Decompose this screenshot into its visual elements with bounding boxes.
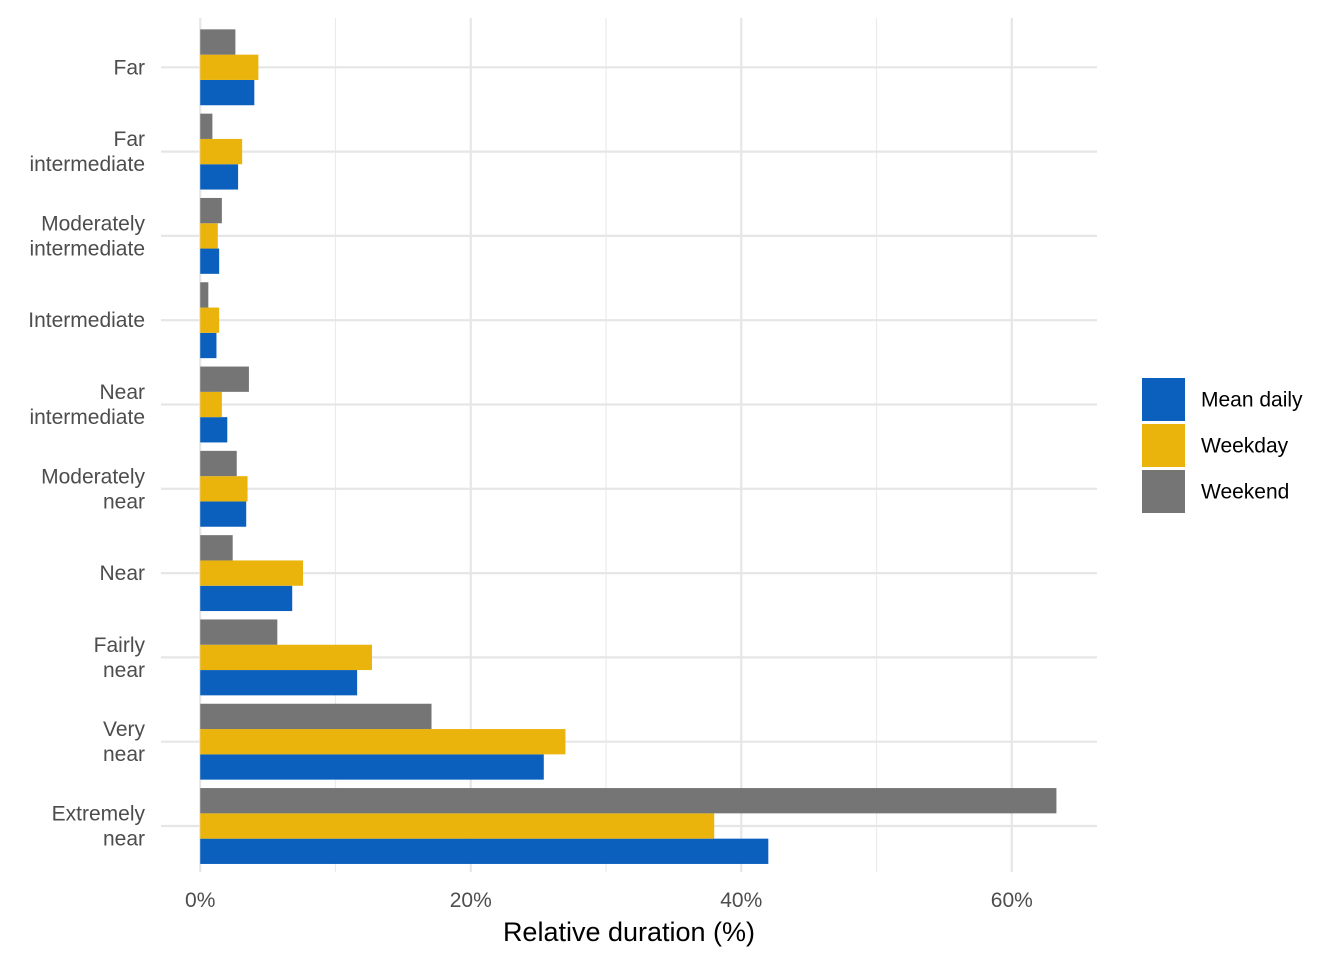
bar-mean-daily <box>200 501 247 527</box>
y-tick-label: Extremely near <box>52 803 146 851</box>
y-tick-label: Moderately near <box>41 465 145 513</box>
bar-weekday <box>200 476 248 502</box>
bar-weekday <box>200 391 222 418</box>
bar-weekend <box>200 113 213 139</box>
bar-weekday <box>200 729 566 755</box>
y-tick-label: Very near <box>103 718 146 766</box>
bar-weekend <box>200 788 1057 814</box>
legend-label-mean-daily: Mean daily <box>1201 389 1303 412</box>
bar-mean-daily <box>200 79 255 106</box>
bar-weekend <box>200 535 233 561</box>
x-tick-label: 60% <box>991 889 1033 912</box>
bar-weekday <box>200 560 304 586</box>
x-axis-title: Relative duration (%) <box>503 917 755 947</box>
y-tick-label: Fairly near <box>94 634 146 682</box>
bar-weekday <box>200 223 218 249</box>
legend-label-weekday: Weekday <box>1201 435 1289 458</box>
y-tick-label: Near <box>99 562 145 585</box>
bar-mean-daily <box>200 585 293 612</box>
legend-swatch-mean-daily <box>1142 378 1185 421</box>
x-tick-label: 20% <box>450 889 492 912</box>
bar-weekend <box>200 450 237 477</box>
bar-weekday <box>200 54 259 80</box>
bars <box>200 29 1057 864</box>
bar-mean-daily <box>200 754 544 780</box>
bar-weekend <box>200 703 432 730</box>
y-tick-label: Intermediate <box>28 309 145 332</box>
legend-swatch-weekday <box>1142 424 1185 467</box>
x-tick-label: 40% <box>720 889 762 912</box>
x-axis-tick-labels: 0% 20% 40% 60% <box>185 889 1033 912</box>
y-axis-tick-labels: Extremely near Very near Fairly near Near Moder… <box>28 56 145 850</box>
bar-weekday <box>200 644 373 671</box>
bar-mean-daily <box>200 248 220 274</box>
legend-label-weekend: Weekend <box>1201 481 1289 504</box>
bar-weekend <box>200 282 209 308</box>
grid-lines <box>161 18 1097 872</box>
legend: Mean daily Weekday Weekend <box>1142 378 1303 513</box>
bar-mean-daily <box>200 670 358 696</box>
y-tick-label: Far intermediate <box>29 128 145 176</box>
y-tick-label: Near intermediate <box>29 381 145 429</box>
y-tick-label: Far <box>114 56 146 79</box>
x-tick-label: 0% <box>185 889 215 912</box>
bar-weekend <box>200 619 278 645</box>
legend-swatch-weekend <box>1142 470 1185 513</box>
bar-weekend <box>200 197 222 224</box>
bar-mean-daily <box>200 417 228 443</box>
bar-mean-daily <box>200 332 217 359</box>
bar-weekday <box>200 813 715 839</box>
bar-weekday <box>200 138 243 165</box>
bar-mean-daily <box>200 164 239 190</box>
bar-weekday <box>200 307 220 333</box>
bar-weekend <box>200 366 249 392</box>
y-tick-label: Moderately intermediate <box>29 212 145 260</box>
bar-weekend <box>200 29 236 55</box>
bar-mean-daily <box>200 838 769 864</box>
